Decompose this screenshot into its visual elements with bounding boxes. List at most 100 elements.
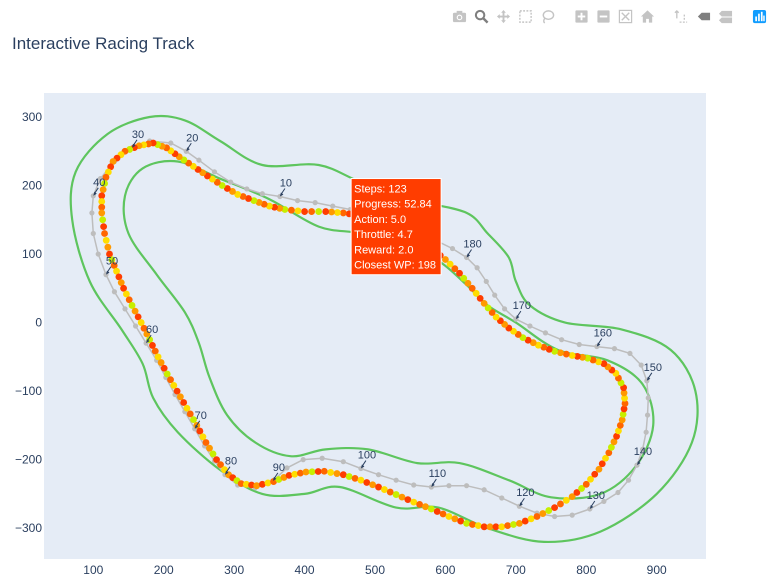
path-point[interactable] bbox=[587, 475, 594, 483]
path-point[interactable] bbox=[314, 468, 322, 475]
path-point[interactable] bbox=[280, 474, 288, 481]
path-point[interactable] bbox=[98, 192, 106, 200]
path-point[interactable] bbox=[463, 519, 470, 527]
path-point[interactable] bbox=[488, 309, 496, 316]
path-point[interactable] bbox=[476, 294, 484, 302]
path-point[interactable] bbox=[275, 476, 283, 483]
path-point[interactable] bbox=[573, 489, 581, 496]
path-point[interactable] bbox=[134, 313, 142, 321]
path-point[interactable] bbox=[451, 515, 459, 523]
path-point[interactable] bbox=[206, 444, 213, 452]
path-point[interactable] bbox=[527, 515, 535, 523]
path-point[interactable] bbox=[101, 180, 108, 187]
path-point[interactable] bbox=[524, 336, 532, 344]
zoom-in-button[interactable] bbox=[571, 6, 591, 26]
path-point[interactable] bbox=[315, 208, 323, 215]
path-point[interactable] bbox=[521, 517, 529, 525]
path-point[interactable] bbox=[163, 370, 171, 378]
path-point[interactable] bbox=[539, 510, 547, 517]
path-point[interactable] bbox=[621, 394, 628, 402]
path-point[interactable] bbox=[439, 510, 447, 518]
path-point[interactable] bbox=[99, 186, 107, 194]
path-point[interactable] bbox=[99, 216, 107, 224]
path-point[interactable] bbox=[333, 470, 341, 477]
path-point[interactable] bbox=[149, 342, 156, 349]
path-point[interactable] bbox=[551, 347, 558, 355]
path-point[interactable] bbox=[533, 513, 541, 520]
box-select-button[interactable] bbox=[515, 6, 535, 26]
path-point[interactable] bbox=[229, 188, 236, 195]
path-point[interactable] bbox=[113, 267, 120, 275]
path-point[interactable] bbox=[595, 465, 603, 473]
spike-lines-button[interactable] bbox=[671, 6, 691, 26]
path-point[interactable] bbox=[498, 523, 506, 531]
path-point[interactable] bbox=[504, 522, 512, 530]
path-point[interactable] bbox=[460, 274, 468, 282]
path-point[interactable] bbox=[616, 421, 624, 429]
path-point[interactable] bbox=[357, 476, 365, 484]
home-button[interactable] bbox=[637, 6, 657, 26]
path-point[interactable] bbox=[457, 517, 465, 525]
path-point[interactable] bbox=[339, 471, 347, 479]
path-point[interactable] bbox=[620, 405, 628, 413]
path-point[interactable] bbox=[276, 204, 284, 212]
path-point[interactable] bbox=[621, 400, 629, 407]
path-point[interactable] bbox=[474, 522, 482, 530]
path-point[interactable] bbox=[595, 358, 602, 366]
path-point[interactable] bbox=[271, 203, 278, 211]
autoscale-button[interactable] bbox=[615, 6, 635, 26]
path-point[interactable] bbox=[106, 250, 113, 258]
path-point[interactable] bbox=[167, 376, 174, 384]
path-point[interactable] bbox=[600, 360, 608, 368]
path-point[interactable] bbox=[109, 158, 117, 165]
path-point[interactable] bbox=[199, 433, 207, 441]
path-point[interactable] bbox=[375, 483, 382, 491]
path-point[interactable] bbox=[131, 307, 139, 315]
path-point[interactable] bbox=[101, 230, 108, 237]
path-point[interactable] bbox=[529, 339, 537, 347]
path-point[interactable] bbox=[464, 279, 472, 287]
path-point[interactable] bbox=[540, 343, 548, 351]
path-point[interactable] bbox=[445, 513, 453, 520]
path-point[interactable] bbox=[446, 260, 454, 268]
path-point[interactable] bbox=[115, 273, 123, 281]
path-point[interactable] bbox=[618, 416, 626, 424]
path-point[interactable] bbox=[270, 478, 277, 485]
path-point[interactable] bbox=[610, 438, 618, 446]
path-point[interactable] bbox=[301, 208, 308, 215]
path-point[interactable] bbox=[143, 330, 151, 338]
path-point[interactable] bbox=[545, 345, 553, 353]
path-point[interactable] bbox=[619, 411, 627, 418]
path-point[interactable] bbox=[102, 236, 110, 244]
path-point[interactable] bbox=[294, 207, 302, 215]
path-point[interactable] bbox=[213, 178, 221, 186]
path-point[interactable] bbox=[296, 469, 304, 477]
path-point[interactable] bbox=[433, 508, 441, 515]
path-point[interactable] bbox=[104, 168, 112, 176]
path-point[interactable] bbox=[598, 460, 606, 468]
path-point[interactable] bbox=[154, 353, 162, 361]
path-point[interactable] bbox=[180, 399, 188, 406]
path-point[interactable] bbox=[582, 480, 590, 488]
path-point[interactable] bbox=[223, 185, 231, 192]
path-point[interactable] bbox=[120, 284, 127, 292]
path-point[interactable] bbox=[410, 498, 418, 506]
path-point[interactable] bbox=[557, 500, 564, 508]
lasso-select-button[interactable] bbox=[537, 6, 557, 26]
path-point[interactable] bbox=[369, 481, 377, 489]
path-point[interactable] bbox=[104, 243, 112, 251]
path-point[interactable] bbox=[208, 175, 216, 183]
path-point[interactable] bbox=[328, 208, 335, 216]
path-point[interactable] bbox=[492, 313, 500, 321]
path-point[interactable] bbox=[125, 296, 133, 304]
path-point[interactable] bbox=[248, 481, 255, 489]
path-point[interactable] bbox=[98, 209, 106, 217]
zoom-out-button[interactable] bbox=[593, 6, 613, 26]
path-point[interactable] bbox=[100, 223, 108, 231]
path-point[interactable] bbox=[183, 404, 191, 412]
path-point[interactable] bbox=[291, 470, 299, 478]
path-point[interactable] bbox=[110, 262, 118, 269]
path-point[interactable] bbox=[510, 521, 517, 528]
path-point[interactable] bbox=[534, 341, 542, 349]
